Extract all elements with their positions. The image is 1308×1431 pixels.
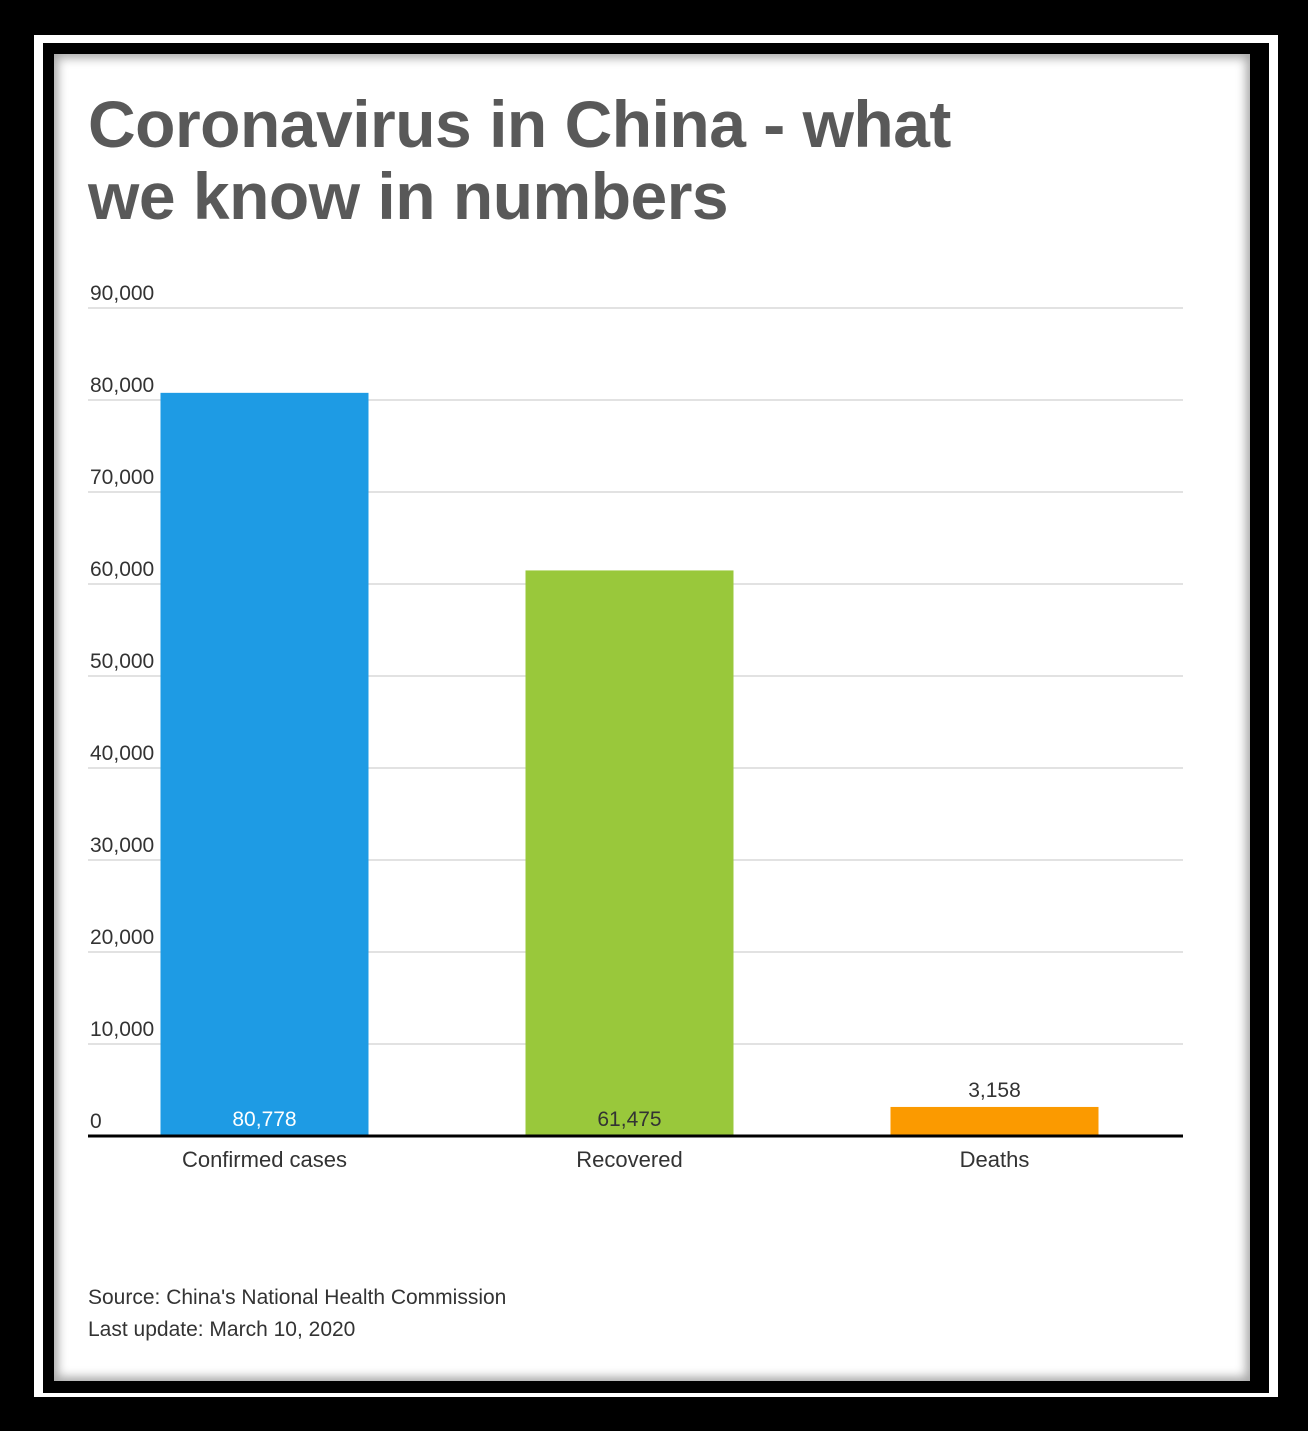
chart-title-line-1: Coronavirus in China - what: [88, 87, 951, 161]
bar: [525, 570, 734, 1136]
y-tick-label: 50,000: [90, 650, 154, 673]
y-tick-label: 90,000: [90, 282, 154, 305]
bar: [890, 1106, 1099, 1136]
y-tick-label: 30,000: [90, 834, 154, 857]
source-note: Source: China's National Health Commissi…: [88, 1286, 507, 1309]
y-tick-label: 60,000: [90, 558, 154, 581]
last-update-note: Last update: March 10, 2020: [88, 1318, 356, 1341]
chart-title-line-2: we know in numbers: [88, 159, 729, 233]
x-category-label: Confirmed cases: [182, 1147, 347, 1172]
y-tick-label: 40,000: [90, 742, 154, 765]
bar-value-label: 80,778: [232, 1108, 296, 1131]
bar-value-label: 61,475: [597, 1108, 661, 1131]
y-tick-label: 0: [90, 1110, 102, 1133]
y-tick-label: 20,000: [90, 926, 154, 949]
x-category-label: Deaths: [960, 1147, 1030, 1172]
y-tick-label: 70,000: [90, 466, 154, 489]
y-tick-label: 10,000: [90, 1018, 154, 1041]
chart-footer: Source: China's National Health Commissi…: [88, 1282, 506, 1346]
y-tick-label: 80,000: [90, 374, 154, 397]
chart-title: Coronavirus in China - what we know in n…: [88, 88, 1088, 232]
x-category-label: Recovered: [576, 1147, 682, 1172]
bar: [160, 392, 369, 1136]
bar-value-label: 3,158: [968, 1079, 1021, 1102]
